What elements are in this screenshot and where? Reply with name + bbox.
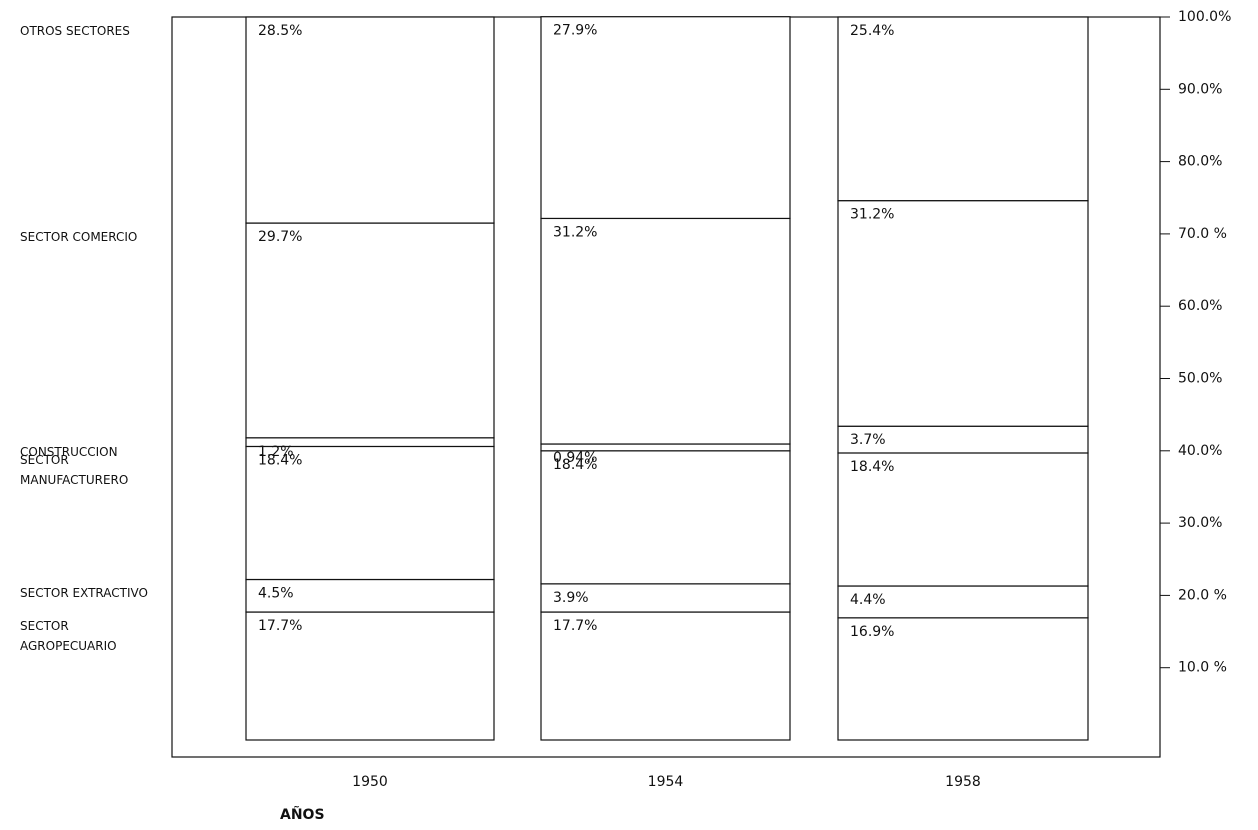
x-tick-label: 1958 bbox=[945, 774, 981, 790]
bar-segment bbox=[540, 583, 791, 613]
bar-segment bbox=[540, 450, 791, 585]
legend-label: OTROS SECTORES bbox=[20, 24, 130, 38]
bar-segment bbox=[245, 445, 495, 581]
bar-segment bbox=[245, 222, 495, 439]
legend-label: CONSTRUCCION bbox=[20, 444, 118, 459]
y-tick-label: 50.0% bbox=[1178, 371, 1222, 387]
legend-label: SECTOR AGROPECUARIO bbox=[20, 619, 117, 654]
data-label: 27.9% bbox=[553, 23, 597, 39]
y-tick-label: 20.0 % bbox=[1178, 587, 1227, 603]
data-label: 17.7% bbox=[258, 618, 302, 634]
data-label: 3.9% bbox=[553, 590, 589, 606]
data-label: 25.4% bbox=[850, 23, 894, 39]
data-label: 17.7% bbox=[553, 618, 597, 634]
data-label: 4.5% bbox=[258, 585, 294, 601]
bar-segment bbox=[245, 578, 495, 613]
data-label: 29.7% bbox=[258, 229, 302, 245]
y-tick-label: 80.0% bbox=[1178, 154, 1222, 170]
data-label: 4.4% bbox=[850, 592, 886, 608]
y-tick-label: 60.0% bbox=[1178, 298, 1222, 314]
data-label: 31.2% bbox=[850, 207, 894, 223]
bar-segment bbox=[540, 611, 791, 741]
x-tick-label: 1950 bbox=[352, 774, 388, 790]
y-tick-label: 30.0% bbox=[1178, 515, 1222, 531]
bar-segment bbox=[837, 16, 1089, 202]
legend-label: SECTOR MANUFACTURERO bbox=[20, 453, 129, 488]
bar-segment bbox=[245, 16, 495, 224]
data-label: 0.94% bbox=[553, 450, 597, 466]
x-axis-label: AÑOS bbox=[280, 806, 325, 823]
y-tick-label: 40.0% bbox=[1178, 443, 1222, 459]
data-label: 18.4% bbox=[258, 452, 302, 468]
data-label: 1.2% bbox=[258, 444, 294, 460]
y-tick-label: 70.0 % bbox=[1178, 226, 1227, 242]
y-tick-label: 100.0% bbox=[1178, 9, 1231, 25]
bar-segment bbox=[837, 425, 1089, 454]
legend-label: SECTOR COMERCIO bbox=[20, 230, 138, 245]
legend-label: SECTOR EXTRACTIVO bbox=[20, 586, 148, 601]
bar-segment bbox=[837, 617, 1089, 741]
bar-segment bbox=[540, 16, 791, 220]
bar-segment bbox=[540, 217, 791, 445]
data-label: 16.9% bbox=[850, 624, 894, 640]
bar-segment bbox=[245, 611, 495, 741]
data-label: 3.7% bbox=[850, 432, 886, 448]
bar-segment bbox=[837, 452, 1089, 587]
data-label: 31.2% bbox=[553, 224, 597, 240]
data-label: 18.4% bbox=[850, 459, 894, 475]
y-tick-label: 10.0 % bbox=[1178, 660, 1227, 676]
data-label: 18.4% bbox=[553, 457, 597, 473]
data-label: 28.5% bbox=[258, 23, 302, 39]
x-tick-label: 1954 bbox=[648, 774, 684, 790]
bar-segment bbox=[837, 200, 1089, 427]
y-tick-label: 90.0% bbox=[1178, 81, 1222, 97]
